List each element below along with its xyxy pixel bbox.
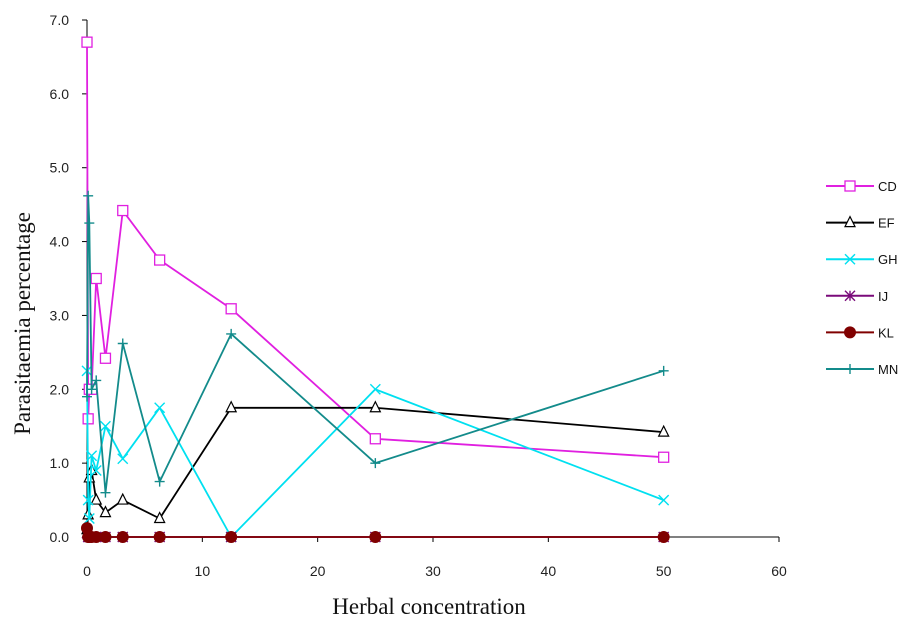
- x-tick-label: 60: [771, 563, 787, 579]
- data-point-cd: [90, 272, 102, 285]
- legend-item-gh: GH: [826, 252, 898, 267]
- data-point-kl: [116, 531, 129, 543]
- data-point-ef: [90, 492, 103, 505]
- legend: CD EF GH IJ KL MN: [826, 179, 898, 377]
- data-point-gh: [117, 453, 129, 465]
- series-line-mn: [86, 194, 664, 494]
- data-point-kl: [657, 531, 670, 543]
- y-axis-title: Parasitaemia percentage: [10, 212, 35, 435]
- y-tick-label: 0.0: [50, 529, 70, 545]
- data-point-cd: [369, 433, 381, 445]
- x-tick-label: 30: [425, 563, 441, 579]
- data-point-gh: [90, 465, 102, 477]
- legend-item-kl: KL: [826, 325, 894, 340]
- y-tick-label: 2.0: [50, 381, 70, 397]
- y-tick-label: 7.0: [50, 12, 70, 28]
- data-point-cd: [117, 204, 129, 217]
- data-point-mn: [84, 218, 95, 229]
- data-point-mn: [83, 190, 94, 201]
- data-point-mn: [154, 476, 165, 487]
- data-point-cd: [154, 254, 166, 266]
- y-tick-label: 5.0: [50, 160, 70, 176]
- y-tick-label: 3.0: [50, 307, 70, 323]
- legend-item-mn: MN: [826, 362, 898, 377]
- x-tick-label: 50: [656, 563, 672, 579]
- data-point-kl: [153, 531, 166, 543]
- x-tick-label: 20: [310, 563, 326, 579]
- data-point-mn: [226, 328, 237, 339]
- data-point-cd: [658, 451, 670, 463]
- data-point-cd: [81, 36, 93, 48]
- legend-marker-mn: [845, 364, 855, 374]
- x-tick-label: 0: [83, 563, 91, 579]
- data-point-ef: [99, 505, 112, 518]
- y-tick-label: 1.0: [50, 455, 70, 471]
- y-tick-label: 6.0: [50, 86, 70, 102]
- data-point-gh: [369, 383, 381, 395]
- data-point-kl: [225, 531, 238, 543]
- y-tick-label: 4.0: [50, 234, 70, 250]
- series-kl: [81, 522, 670, 543]
- data-point-cd: [99, 352, 112, 364]
- x-tick-label: 10: [195, 563, 211, 579]
- data-point-gh: [83, 513, 95, 525]
- legend-marker-cd: [844, 180, 856, 192]
- data-point-ef: [116, 492, 129, 505]
- legend-label-ef: EF: [878, 216, 895, 231]
- data-point-mn: [100, 487, 111, 498]
- series-cd: [81, 36, 670, 463]
- data-point-mn: [82, 391, 92, 402]
- data-point-mn: [117, 338, 128, 349]
- legend-label-ij: IJ: [878, 289, 888, 304]
- x-axis-title: Herbal concentration: [332, 594, 526, 619]
- legend-label-kl: KL: [878, 325, 894, 340]
- legend-marker-kl: [844, 326, 856, 339]
- series-line-cd: [86, 42, 664, 459]
- legend-label-cd: CD: [878, 179, 897, 194]
- data-point-kl: [369, 531, 382, 543]
- axes: 0.0 1.0 2.0 3.0 4.0 5.0 6.0 7.0 0 10 20 30 40 50 60: [50, 12, 787, 579]
- data-point-ef: [657, 424, 670, 437]
- legend-label-gh: GH: [878, 252, 898, 267]
- data-point-mn: [658, 365, 669, 376]
- data-point-mn: [86, 384, 97, 395]
- series-gh: [81, 365, 670, 543]
- legend-marker-ef: [844, 215, 856, 228]
- legend-marker-gh: [844, 253, 856, 265]
- data-point-cd: [225, 303, 237, 315]
- data-point-mn: [370, 458, 381, 469]
- series-line-ef: [86, 406, 664, 530]
- data-point-kl: [99, 531, 112, 543]
- legend-marker-ij: [844, 290, 856, 302]
- data-point-gh: [86, 450, 98, 462]
- data-point-mn: [91, 375, 102, 386]
- data-point-gh: [99, 420, 111, 432]
- x-tick-label: 40: [541, 563, 557, 579]
- legend-label-mn: MN: [878, 362, 898, 377]
- series-layer: [81, 36, 670, 543]
- data-point-ef: [153, 511, 166, 524]
- data-point-gh: [82, 494, 94, 506]
- legend-item-ef: EF: [826, 215, 895, 231]
- legend-item-ij: IJ: [826, 289, 888, 304]
- data-point-ef: [83, 470, 96, 483]
- legend-item-cd: CD: [826, 179, 897, 194]
- data-point-ef: [225, 400, 238, 413]
- data-point-gh: [658, 494, 670, 506]
- series-mn: [82, 190, 669, 498]
- data-point-gh: [154, 402, 166, 414]
- data-point-ef: [369, 400, 382, 413]
